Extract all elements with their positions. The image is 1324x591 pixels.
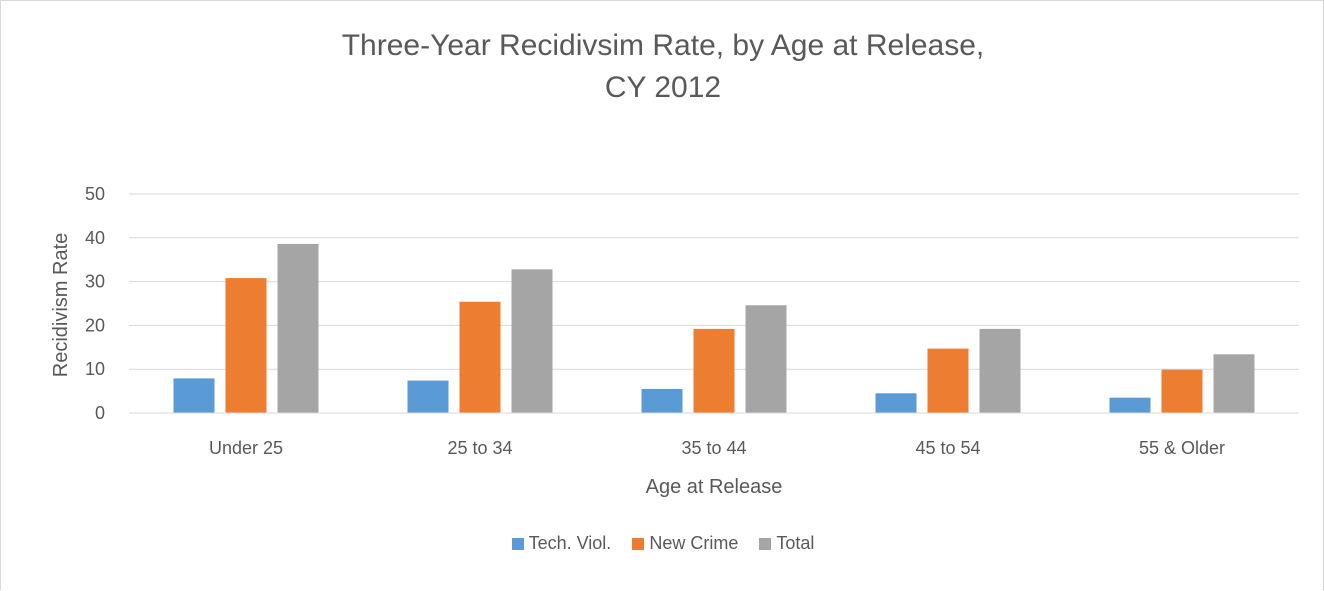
legend-swatch-tech-viol xyxy=(511,538,524,550)
bar-new-crime-55-older xyxy=(1161,369,1203,413)
legend-swatch-new-crime xyxy=(632,538,645,550)
legend-swatch-total xyxy=(759,538,772,550)
bar-total-under-25 xyxy=(277,243,319,413)
legend-item-new-crime: New Crime xyxy=(632,533,738,554)
y-tick-label-20: 20 xyxy=(85,315,105,335)
chart-title: Three-Year Recidivsim Rate, by Age at Re… xyxy=(341,29,985,62)
x-tick-label-25-to-34: 25 to 34 xyxy=(447,438,512,458)
x-tick-label-under-25: Under 25 xyxy=(209,438,283,458)
bar-tech-viol-under-25 xyxy=(173,378,215,413)
legend-label-new-crime: New Crime xyxy=(649,533,739,553)
bar-new-crime-45-to-54 xyxy=(927,348,969,413)
bar-total-55-older xyxy=(1213,354,1255,413)
bar-new-crime-35-to-44 xyxy=(693,328,735,413)
legend-item-total: Total xyxy=(759,533,814,554)
x-tick-label-55-older: 55 & Older xyxy=(1139,438,1225,458)
y-axis-title: Recidivism Rate xyxy=(50,233,72,377)
y-tick-label-10: 10 xyxy=(85,359,105,379)
bar-new-crime-25-to-34 xyxy=(459,301,501,413)
legend-label-total: Total xyxy=(776,533,815,553)
legend-item-tech-viol: Tech. Viol. xyxy=(511,533,612,554)
bars xyxy=(173,243,1255,413)
x-tick-label-45-to-54: 45 to 54 xyxy=(915,438,980,458)
chart-title-line2: CY 2012 xyxy=(604,71,722,104)
bar-new-crime-under-25 xyxy=(225,278,267,413)
x-tick-label-35-to-44: 35 to 44 xyxy=(681,438,746,458)
bar-total-25-to-34 xyxy=(511,269,553,413)
y-tick-label-30: 30 xyxy=(85,272,105,292)
y-tick-label-50: 50 xyxy=(85,184,105,204)
bar-tech-viol-45-to-54 xyxy=(875,393,917,413)
y-tick-label-40: 40 xyxy=(85,228,105,248)
legend-label-tech-viol: Tech. Viol. xyxy=(528,533,612,553)
legend: Tech. Viol. New Crime Total xyxy=(1,533,1324,554)
bar-tech-viol-25-to-34 xyxy=(407,380,449,413)
x-axis-title: Age at Release xyxy=(646,476,783,498)
bar-total-45-to-54 xyxy=(979,328,1021,413)
bar-total-35-to-44 xyxy=(745,305,787,413)
y-tick-label-0: 0 xyxy=(95,403,105,423)
axes: 0 10 20 30 40 50 Under 25 25 to 34 35 to 44 45 to… xyxy=(85,184,1299,458)
bar-tech-viol-35-to-44 xyxy=(641,388,683,413)
bar-tech-viol-55-older xyxy=(1109,397,1151,413)
